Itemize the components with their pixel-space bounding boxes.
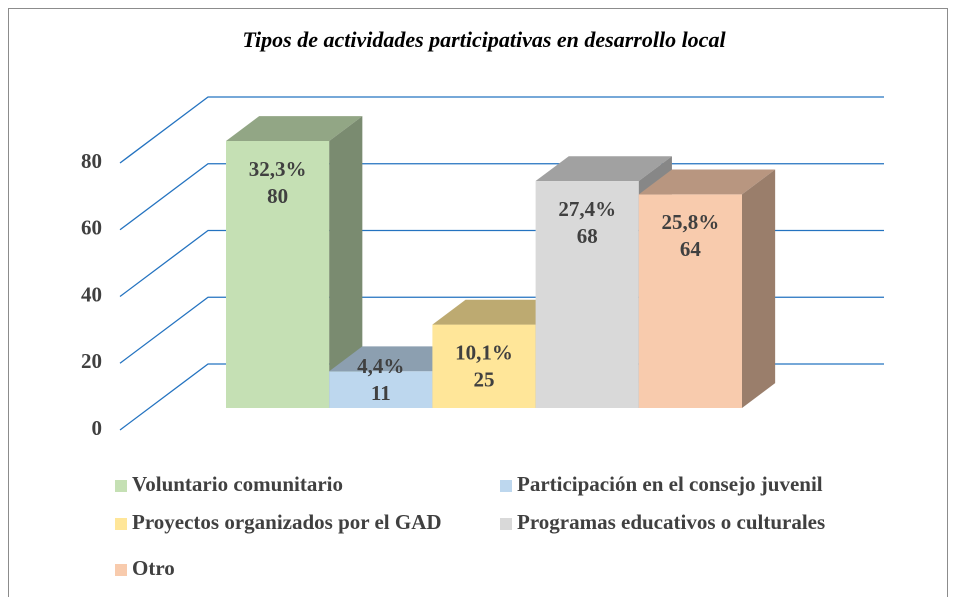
bar-side [742,169,776,408]
legend-swatch [500,480,512,492]
bar-side [329,116,363,408]
percentage-label: 4,4% [357,354,404,378]
legend-label: Otro [132,556,175,580]
grid-line [119,96,884,164]
y-tick-label: 20 [81,349,102,373]
legend-swatch [115,564,127,576]
y-tick-label: 60 [81,216,102,240]
bar-top [638,169,776,195]
y-tick-label: 80 [81,149,102,173]
legend-label: Programas educativos o culturales [517,510,825,534]
percentage-label: 25,8% [662,210,720,234]
y-tick-label: 40 [81,282,102,306]
percentage-label: 10,1% [455,340,513,364]
value-label: 80 [267,184,288,208]
bar-top [226,116,363,141]
bar-front [329,371,433,408]
bar-top [329,346,466,372]
legend-swatch [500,518,512,530]
value-label: 11 [371,381,391,405]
chart-title: Tipos de actividades participativas en d… [242,27,726,52]
legend-swatch [115,518,127,530]
legend-label: Voluntario comunitario [132,472,343,496]
y-tick-label: 0 [92,416,103,440]
legend-label: Participación en el consejo juvenil [517,472,823,496]
bar-front [638,194,742,408]
bar-front [226,141,330,408]
bar-front [535,181,639,408]
bar-top [432,299,569,325]
value-label: 25 [474,367,495,391]
legend-label: Proyectos organizados por el GAD [132,510,442,534]
bar-top [535,156,672,182]
bar-front [432,324,536,408]
legend-swatch [115,480,127,492]
value-label: 64 [680,237,702,261]
percentage-label: 32,3% [249,157,307,181]
percentage-label: 27,4% [558,197,616,221]
value-label: 68 [577,224,598,248]
